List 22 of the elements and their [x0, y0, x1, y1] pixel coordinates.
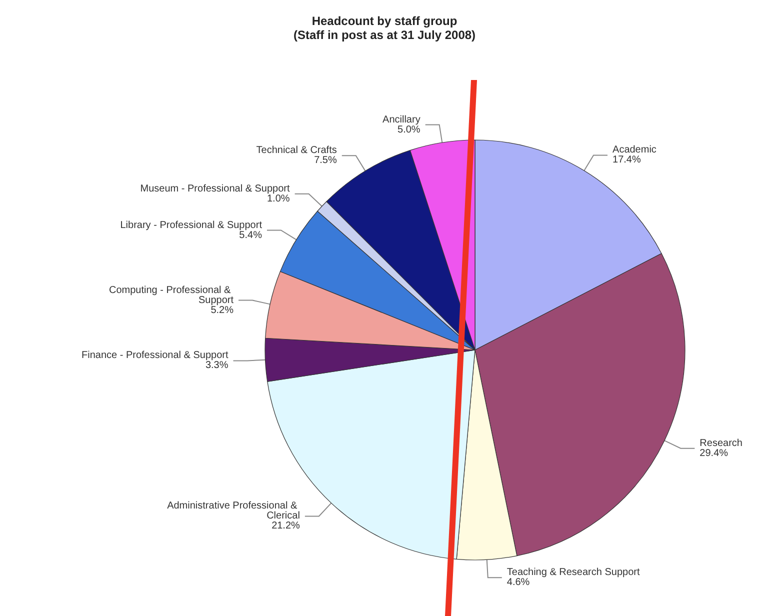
slice-label: Research [700, 438, 742, 449]
data-label: 7.5% [314, 155, 337, 166]
data-label: 4.6% [506, 577, 530, 588]
slice-label: Ancillary [382, 114, 420, 126]
data-label: 1.0% [267, 193, 290, 204]
chart-subtitle: (Staff in post as at 31 July 2008) [293, 28, 476, 42]
data-label: 3.3% [205, 360, 228, 372]
data-label: 5.0% [398, 124, 420, 136]
slice-label: Museum - Professional & Support [140, 183, 290, 194]
slice-label: Library - Professional & Support [120, 220, 262, 231]
data-label: 17.4% [612, 154, 641, 166]
slice-label: Computing - Professional & Support [108, 284, 234, 306]
slice-label: Finance - Professional & Support [82, 350, 228, 362]
slice-label: Administrative Professional & Clerical [167, 500, 300, 522]
data-label: 21.2% [272, 520, 300, 532]
data-label: 29.4% [700, 448, 728, 459]
data-label: 5.2% [210, 304, 234, 316]
slice-label: Teaching & Research Support [506, 567, 640, 578]
data-label: 5.4% [239, 230, 262, 241]
slice-label: Technical & Crafts [256, 145, 337, 156]
slice-label: Academic [612, 144, 656, 156]
chart-title: Headcount by staff group [312, 14, 458, 28]
